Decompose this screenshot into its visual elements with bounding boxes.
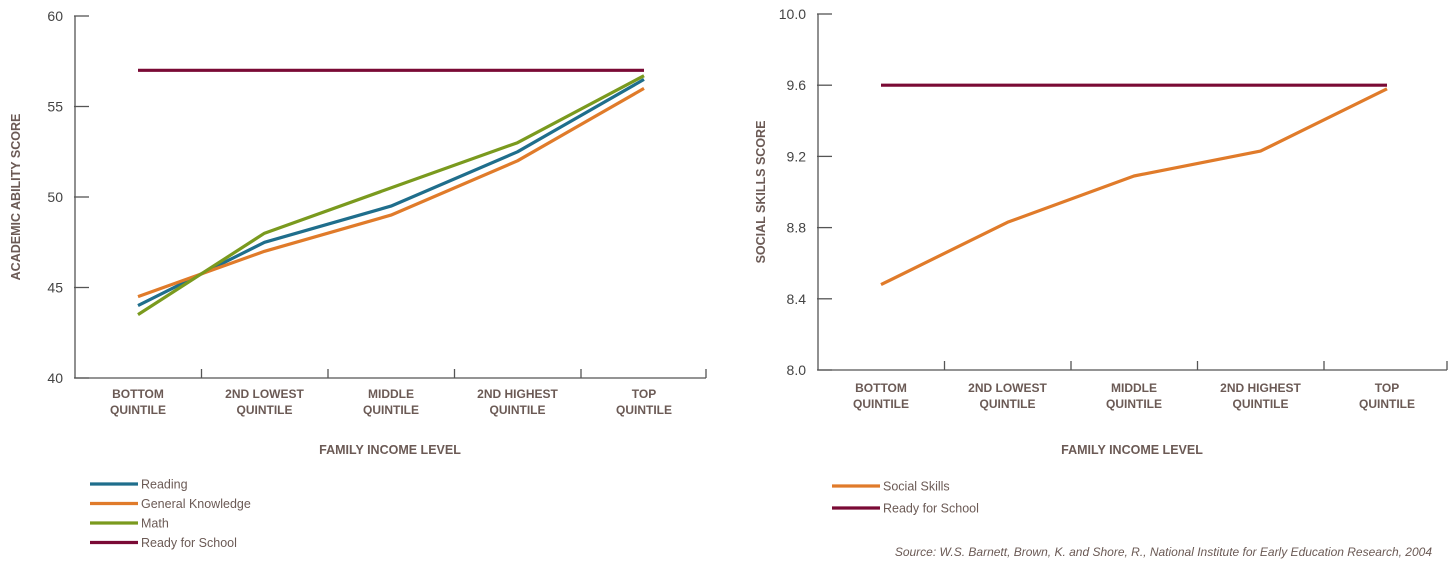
x-tick-label: 2ND HIGHEST QUINTILE [477,387,558,417]
y-tick-label: 40 [47,370,63,386]
source-note: Source: W.S. Barnett, Brown, K. and Shor… [895,545,1432,559]
social-skills-chart: 8.0 8.4 8.8 9.2 9.6 10.0 BOTTOM QUINTILE 2ND LOW… [754,6,1448,516]
y-tick-label: 8.8 [787,220,807,236]
x-axis-title: FAMILY INCOME LEVEL [319,443,461,457]
y-tick-label: 9.6 [787,77,807,93]
y-axis-title: SOCIAL SKILLS SCORE [754,121,768,264]
legend-label: Reading [141,478,188,492]
series-line-social-skills [880,87,1388,287]
series-line-math [137,74,645,316]
x-tick-label: TOP QUINTILE [616,387,672,417]
y-tick-label: 60 [47,8,63,24]
y-tick-label: 55 [47,99,63,115]
x-tick-label: MIDDLE QUINTILE [363,387,419,417]
series-line-general-knowledge [137,87,645,299]
y-tick-label: 8.0 [787,362,807,378]
academic-ability-chart: 40 45 50 55 60 BOTTOM QUINTILE 2ND LOWEST QUINTI… [9,8,707,550]
legend-label: Ready for School [141,536,237,550]
legend-label: Ready for School [883,502,979,516]
y-tick-label: 45 [47,280,63,296]
x-tick-label: BOTTOM QUINTILE [110,387,166,417]
y-tick-label: 10.0 [779,6,806,22]
x-axis-title: FAMILY INCOME LEVEL [1061,443,1203,457]
legend-label: Math [141,517,169,531]
legend-label: General Knowledge [141,497,251,511]
x-tick-label: TOP QUINTILE [1359,381,1415,411]
x-tick-label: 2ND LOWEST QUINTILE [225,387,304,417]
x-tick-label: 2ND LOWEST QUINTILE [968,381,1047,411]
legend-label: Social Skills [883,480,950,494]
x-tick-label: 2ND HIGHEST QUINTILE [1220,381,1301,411]
y-axis-title: ACADEMIC ABILITY SCORE [9,114,23,281]
y-tick-label: 50 [47,189,63,205]
x-tick-label: BOTTOM QUINTILE [853,381,909,411]
y-tick-label: 9.2 [787,148,807,164]
x-tick-label: MIDDLE QUINTILE [1106,381,1162,411]
y-tick-label: 8.4 [787,291,807,307]
series-line-reading [137,78,645,308]
